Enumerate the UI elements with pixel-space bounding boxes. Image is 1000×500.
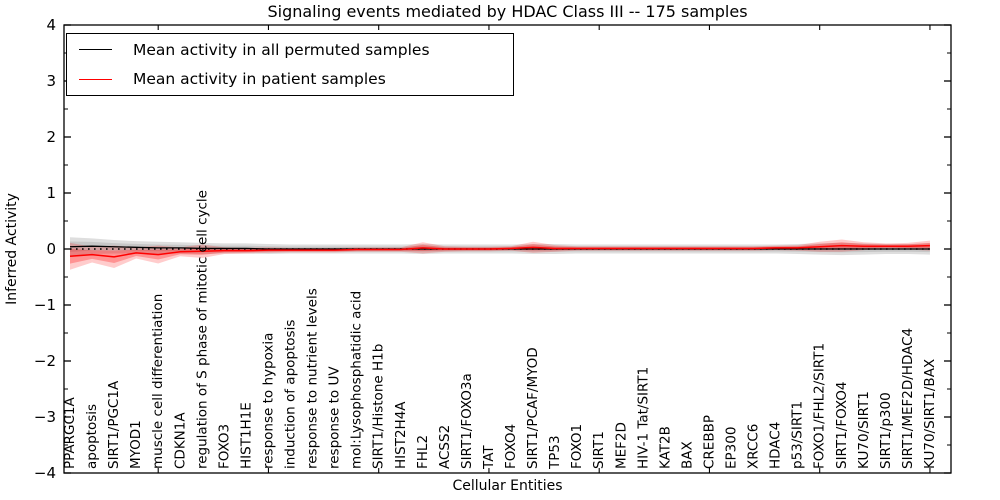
x-category-label: regulation of S phase of mitotic cell cy… [194,190,210,469]
chart-title: Signaling events mediated by HDAC Class … [267,2,748,21]
x-category-label: SIRT1/PGC1A [106,380,122,469]
y-tick-label: 2 [46,128,56,146]
legend-label-patient: Mean activity in patient samples [133,70,386,89]
x-category-label: KU70/SIRT1/BAX [922,359,938,469]
x-category-label: response to hypoxia [260,333,276,469]
x-category-label: HDAC4 [768,422,784,469]
x-category-label: SIRT1/Histone H1b [371,344,387,469]
x-category-label: XRCC6 [746,424,762,469]
x-category-label: MYOD1 [128,420,144,469]
patient-band-inner [70,242,930,264]
x-category-label: KU70/SIRT1 [856,391,872,469]
legend-entry-permuted: Mean activity in all permuted samples [67,36,513,64]
x-category-label: p53/SIRT1 [790,401,806,469]
x-axis-title: Cellular Entities [452,478,563,494]
x-category-label: HIV-1 Tat/SIRT1 [635,367,651,469]
x-category-label: SIRT1/PCAF/MYOD [525,347,541,469]
x-category-label: MEF2D [613,422,629,469]
x-category-label: TAT [481,445,497,470]
y-tick-label: −3 [34,408,56,426]
legend-label-permuted: Mean activity in all permuted samples [133,40,430,59]
patient-line-swatch [79,78,112,80]
y-tick-label: 0 [46,240,56,258]
permuted-band-outer [70,237,930,257]
x-category-label: SIRT1/FOXO3a [459,373,475,469]
y-tick-label: −2 [34,352,56,370]
x-category-label: CREBBP [701,415,717,469]
x-category-label: TP53 [547,435,563,470]
x-category-label: response to UV [327,366,343,469]
x-category-label: ACSS2 [437,425,453,469]
patient-mean-line [69,244,930,258]
x-category-label: PPARGC1A [62,396,78,469]
x-category-label: FOXO4 [503,424,519,469]
y-tick-label: 3 [46,72,56,90]
x-category-label: EP300 [724,427,740,469]
x-category-label: muscle cell differentiation [150,294,166,469]
patient-band-outer [70,239,930,270]
y-tick-label: 4 [46,16,56,34]
x-category-label: FOXO3 [216,424,232,469]
x-category-label: SIRT1/FOXO4 [834,382,850,469]
x-category-label: SIRT1/MEF2D/HDAC4 [900,328,916,469]
x-category-label: SIRT1/p300 [878,392,894,469]
legend: Mean activity in all permuted samples Me… [66,33,514,96]
x-category-label: mol:Lysophosphatidic acid [349,291,365,469]
y-tick-label: −4 [34,464,56,482]
x-category-label: FHL2 [415,435,431,469]
x-category-label: BAX [679,441,695,469]
x-category-label: response to nutrient levels [305,288,321,469]
x-category-label: HIST2H4A [393,401,409,469]
y-tick-label: 1 [46,184,56,202]
legend-entry-patient: Mean activity in patient samples [67,65,513,93]
x-category-label: KAT2B [657,426,673,469]
x-category-label: CDKN1A [172,412,188,469]
x-category-label: FOXO1/FHL2/SIRT1 [812,343,828,469]
x-category-label: FOXO1 [569,424,585,469]
x-category-label: HIST1H1E [238,402,254,469]
y-tick-label: −1 [34,296,56,314]
x-category-label: induction of apoptosis [283,320,299,469]
x-category-label: apoptosis [84,404,100,469]
permuted-line-swatch [79,49,112,51]
x-category-label: SIRT1 [591,431,607,469]
